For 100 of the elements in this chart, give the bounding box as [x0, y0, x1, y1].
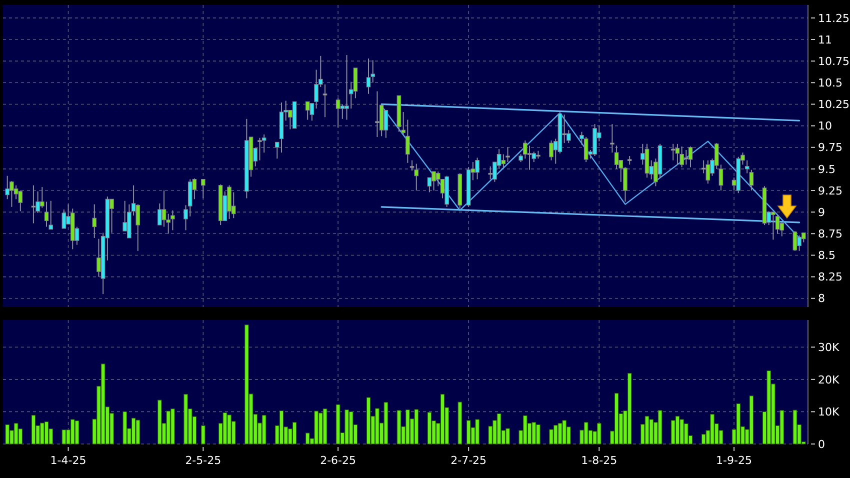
- y-tick-label: 8.5: [818, 249, 836, 262]
- y-tick-label: 9.75: [818, 141, 842, 154]
- candlestick: [506, 146, 510, 163]
- bar: [427, 412, 432, 444]
- bar: [553, 424, 558, 444]
- candlestick: [675, 143, 680, 166]
- bar: [466, 420, 471, 444]
- bar: [792, 410, 798, 444]
- bar: [627, 372, 632, 444]
- bar: [74, 420, 80, 444]
- bar: [596, 423, 602, 444]
- candlestick: [614, 145, 619, 170]
- bar: [100, 364, 106, 444]
- bar: [158, 400, 162, 444]
- y-tick-label: 10K: [818, 406, 840, 419]
- candlestick: [375, 90, 380, 138]
- candlestick: [14, 184, 18, 200]
- candlestick: [201, 178, 206, 199]
- y-tick-label: 10.5: [818, 76, 842, 90]
- y-tick-label: 20K: [818, 373, 840, 386]
- x-tick-label: 2-7-25: [450, 454, 487, 467]
- candlestick: [336, 98, 340, 128]
- candlestick: [48, 200, 54, 230]
- candlestick: [162, 190, 166, 228]
- bar: [414, 409, 419, 444]
- bar: [496, 413, 502, 444]
- y-tick-label: 0: [818, 438, 825, 451]
- candlestick: [44, 201, 49, 228]
- candlestick: [749, 169, 754, 192]
- bar: [644, 416, 650, 444]
- bar: [279, 410, 284, 444]
- candlestick: [775, 214, 780, 234]
- candlestick: [792, 230, 798, 252]
- bar: [136, 420, 140, 444]
- bar: [222, 412, 228, 444]
- bar: [305, 432, 310, 444]
- bar: [558, 423, 562, 444]
- y-tick-label: 9.5: [818, 162, 836, 176]
- candlestick: [527, 145, 532, 170]
- candlestick: [706, 160, 710, 184]
- candlestick: [670, 143, 676, 161]
- y-tick-label: 8: [818, 292, 825, 306]
- y-tick-label: 11: [818, 33, 832, 46]
- bar: [44, 421, 49, 444]
- bar: [475, 419, 480, 444]
- candlestick: [414, 163, 419, 192]
- bar: [658, 410, 662, 444]
- bar: [440, 394, 445, 444]
- y-tick-label: 9.25: [818, 184, 842, 198]
- y-tick-label: 8.75: [818, 228, 842, 241]
- bar: [131, 418, 136, 444]
- bar: [62, 429, 66, 444]
- candlestick: [31, 184, 36, 224]
- bar: [396, 410, 402, 444]
- candlestick: [340, 104, 345, 120]
- bar: [614, 393, 619, 444]
- y-tick-label: 8.25: [818, 270, 842, 284]
- candlestick: [688, 146, 693, 168]
- y-tick-label: 11.25: [818, 12, 850, 25]
- bar: [348, 411, 354, 444]
- candlestick: [62, 208, 66, 229]
- candlestick: [744, 160, 750, 174]
- y-tick-label: 10: [818, 120, 832, 133]
- x-tick-label: 2-6-25: [320, 454, 356, 467]
- bar: [458, 402, 462, 444]
- candlestick: [322, 84, 328, 118]
- x-tick-label: 1-4-25: [50, 454, 86, 467]
- candlestick: [475, 157, 480, 180]
- x-tick-label: 2-5-25: [185, 454, 222, 467]
- candlestick: [310, 102, 314, 122]
- candlestick: [584, 136, 588, 163]
- bar: [532, 422, 536, 444]
- candlestick: [610, 124, 614, 154]
- candlestick: [501, 154, 506, 168]
- y-tick-label: 10.25: [818, 98, 850, 112]
- x-tick-label: 1-9-25: [716, 454, 752, 467]
- bar: [675, 416, 680, 444]
- candlestick: [305, 101, 310, 120]
- y-tick-label: 30K: [818, 340, 840, 354]
- bar: [244, 324, 249, 444]
- candlestick: [366, 58, 371, 94]
- x-tick-label: 1-8-25: [581, 454, 618, 467]
- bar: [292, 422, 297, 444]
- bar: [70, 419, 75, 444]
- bar: [736, 403, 741, 444]
- bar: [780, 410, 784, 444]
- candlestick: [92, 204, 97, 238]
- bar: [14, 423, 18, 444]
- bar: [701, 434, 706, 444]
- bar: [336, 404, 340, 444]
- bar: [322, 408, 328, 444]
- y-tick-label: 9: [818, 206, 825, 219]
- bar: [201, 425, 206, 444]
- bar: [670, 420, 676, 444]
- bar: [31, 414, 36, 444]
- bar: [366, 397, 371, 444]
- candlestick: [353, 67, 358, 99]
- bar: [584, 422, 588, 444]
- candlestick: [262, 134, 266, 154]
- bar: [749, 396, 754, 444]
